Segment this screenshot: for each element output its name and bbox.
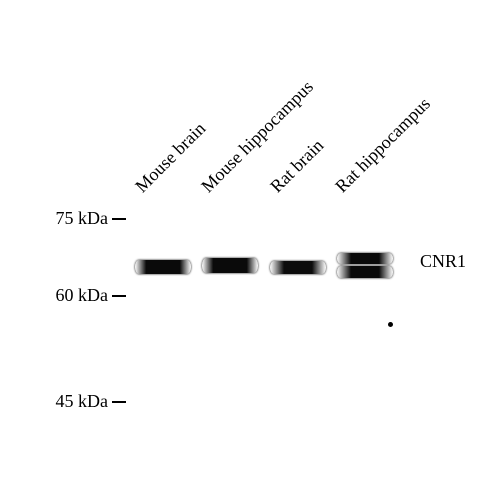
lane-label-1: Mouse hippocampus	[197, 76, 318, 197]
blot-area	[123, 180, 416, 425]
protein-label-text: CNR1	[420, 251, 466, 271]
band-2	[270, 261, 326, 274]
band-3	[337, 253, 393, 264]
band-4	[337, 266, 393, 278]
band-1	[202, 258, 258, 273]
mw-label-0: 75 kDa	[56, 208, 109, 229]
mw-tick-0	[112, 218, 126, 220]
protein-label: CNR1	[420, 251, 466, 272]
figure-container: Mouse brainMouse hippocampusRat brainRat…	[0, 0, 500, 500]
mw-label-2: 45 kDa	[56, 391, 109, 412]
artifact-dot	[388, 322, 393, 327]
mw-tick-2	[112, 401, 126, 403]
band-0	[135, 260, 191, 274]
mw-tick-1	[112, 295, 126, 297]
mw-label-1: 60 kDa	[56, 285, 109, 306]
